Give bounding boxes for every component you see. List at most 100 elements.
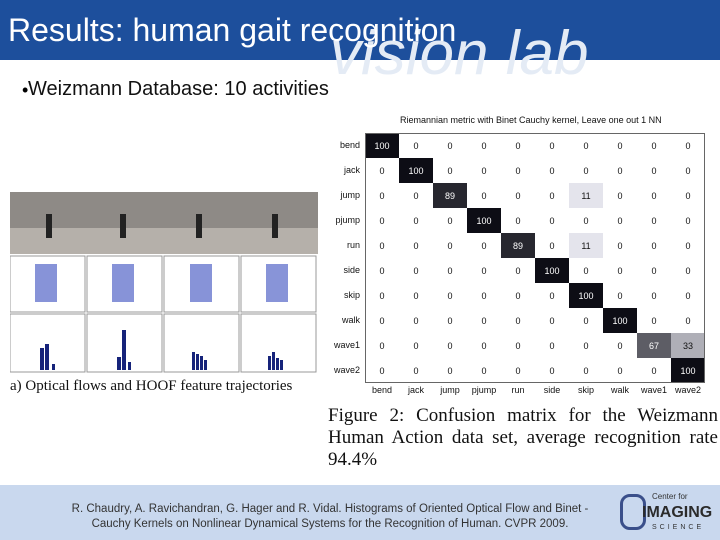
matrix-cell: 0 xyxy=(603,183,637,208)
matrix-cell: 0 xyxy=(501,258,535,283)
row-label: pjump xyxy=(335,215,360,225)
slide-title: Results: human gait recognition xyxy=(8,12,457,48)
matrix-cell: 0 xyxy=(433,283,467,308)
matrix-cell: 100 xyxy=(467,208,501,233)
walker-silhouettes xyxy=(46,214,278,238)
title-bar xyxy=(0,0,720,60)
matrix-cell: 0 xyxy=(603,333,637,358)
matrix-cell: 0 xyxy=(501,133,535,158)
matrix-cell: 0 xyxy=(399,208,433,233)
matrix-cell: 100 xyxy=(603,308,637,333)
matrix-cell: 0 xyxy=(637,208,671,233)
col-label: walk xyxy=(610,385,629,395)
matrix-cell: 0 xyxy=(501,333,535,358)
matrix-cell: 0 xyxy=(637,358,671,383)
left-figure xyxy=(10,192,318,373)
row-label: jump xyxy=(340,190,360,200)
matrix-cell: 67 xyxy=(637,333,671,358)
matrix-cell: 0 xyxy=(433,158,467,183)
matrix-cell: 0 xyxy=(467,258,501,283)
matrix-cell: 0 xyxy=(637,133,671,158)
matrix-cell: 0 xyxy=(671,308,705,333)
matrix-cell: 100 xyxy=(399,158,433,183)
matrix-cell: 0 xyxy=(671,158,705,183)
matrix-cell: 0 xyxy=(603,158,637,183)
matrix-cell: 0 xyxy=(501,308,535,333)
matrix-cell: 0 xyxy=(365,283,399,308)
matrix-cell: 0 xyxy=(399,308,433,333)
matrix-cell: 0 xyxy=(433,358,467,383)
matrix-title: Riemannian metric with Binet Cauchy kern… xyxy=(400,115,662,125)
matrix-cell: 0 xyxy=(399,258,433,283)
matrix-cell: 0 xyxy=(467,183,501,208)
matrix-cell: 0 xyxy=(467,283,501,308)
matrix-cell: 0 xyxy=(365,258,399,283)
matrix-cell: 0 xyxy=(569,258,603,283)
bullet-text: Weizmann Database: 10 activities xyxy=(28,78,329,100)
matrix-cell: 0 xyxy=(569,358,603,383)
col-label: jump xyxy=(440,385,460,395)
matrix-cell: 0 xyxy=(671,208,705,233)
matrix-cell: 0 xyxy=(365,183,399,208)
matrix-cell: 0 xyxy=(535,333,569,358)
col-label: bend xyxy=(371,385,393,395)
confusion-matrix: bend bend jack jack jump jump pjump pjump run run… xyxy=(330,130,715,400)
matrix-cell: 0 xyxy=(365,158,399,183)
col-label: pjump xyxy=(471,385,497,395)
citation: R. Chaudry, A. Ravichandran, G. Hager an… xyxy=(71,503,589,530)
video-floor xyxy=(10,228,318,254)
matrix-cell: 0 xyxy=(365,208,399,233)
matrix-cell: 0 xyxy=(467,308,501,333)
bullet-dot: • xyxy=(22,80,29,100)
matrix-cell: 0 xyxy=(637,283,671,308)
matrix-cell: 0 xyxy=(535,358,569,383)
matrix-cell: 0 xyxy=(433,208,467,233)
matrix-cell: 0 xyxy=(467,133,501,158)
logo-mark xyxy=(620,494,646,530)
matrix-cell: 0 xyxy=(569,208,603,233)
matrix-cell: 0 xyxy=(501,158,535,183)
matrix-cell: 0 xyxy=(535,308,569,333)
logo: Center for IMAGING SCIENCE xyxy=(612,490,712,536)
matrix-cell: 0 xyxy=(671,183,705,208)
matrix-cell: 0 xyxy=(467,158,501,183)
matrix-cell: 0 xyxy=(501,208,535,233)
col-label: skip xyxy=(577,385,594,395)
matrix-cell: 0 xyxy=(603,208,637,233)
matrix-cell: 89 xyxy=(433,183,467,208)
col-label: side xyxy=(543,385,561,395)
figure-caption: Figure 2: Confusion matrix for the Weizm… xyxy=(328,405,718,470)
matrix-cell: 0 xyxy=(433,258,467,283)
row-label: wave1 xyxy=(333,340,360,350)
matrix-cell: 0 xyxy=(501,183,535,208)
row-label: wave2 xyxy=(333,365,360,375)
col-label: run xyxy=(511,385,525,395)
matrix-cell: 0 xyxy=(399,133,433,158)
matrix-cell: 0 xyxy=(535,233,569,258)
row-label: walk xyxy=(341,315,360,325)
matrix-cell: 100 xyxy=(671,358,705,383)
col-label: jack xyxy=(407,385,424,395)
matrix-cell: 11 xyxy=(569,183,603,208)
row-label: jack xyxy=(343,165,360,175)
matrix-cell: 0 xyxy=(535,183,569,208)
matrix-cell: 0 xyxy=(433,308,467,333)
hist-panels xyxy=(10,313,317,373)
matrix-cell: 0 xyxy=(637,183,671,208)
matrix-cell: 0 xyxy=(603,133,637,158)
watermark: vision lab xyxy=(330,19,589,88)
row-label: run xyxy=(346,240,360,250)
hist-bars xyxy=(40,330,283,370)
matrix-cell: 0 xyxy=(433,233,467,258)
matrix-cell: 100 xyxy=(569,283,603,308)
matrix-cell: 0 xyxy=(501,283,535,308)
matrix-cell: 0 xyxy=(569,308,603,333)
matrix-frame xyxy=(365,133,705,383)
logo-top: Center for xyxy=(652,492,688,501)
matrix-cell: 0 xyxy=(399,283,433,308)
matrix-cell: 89 xyxy=(501,233,535,258)
matrix-cell: 0 xyxy=(501,358,535,383)
matrix-cell: 0 xyxy=(365,358,399,383)
left-figure-caption: a) Optical flows and HOOF feature trajec… xyxy=(10,378,293,394)
matrix-cell: 0 xyxy=(569,133,603,158)
